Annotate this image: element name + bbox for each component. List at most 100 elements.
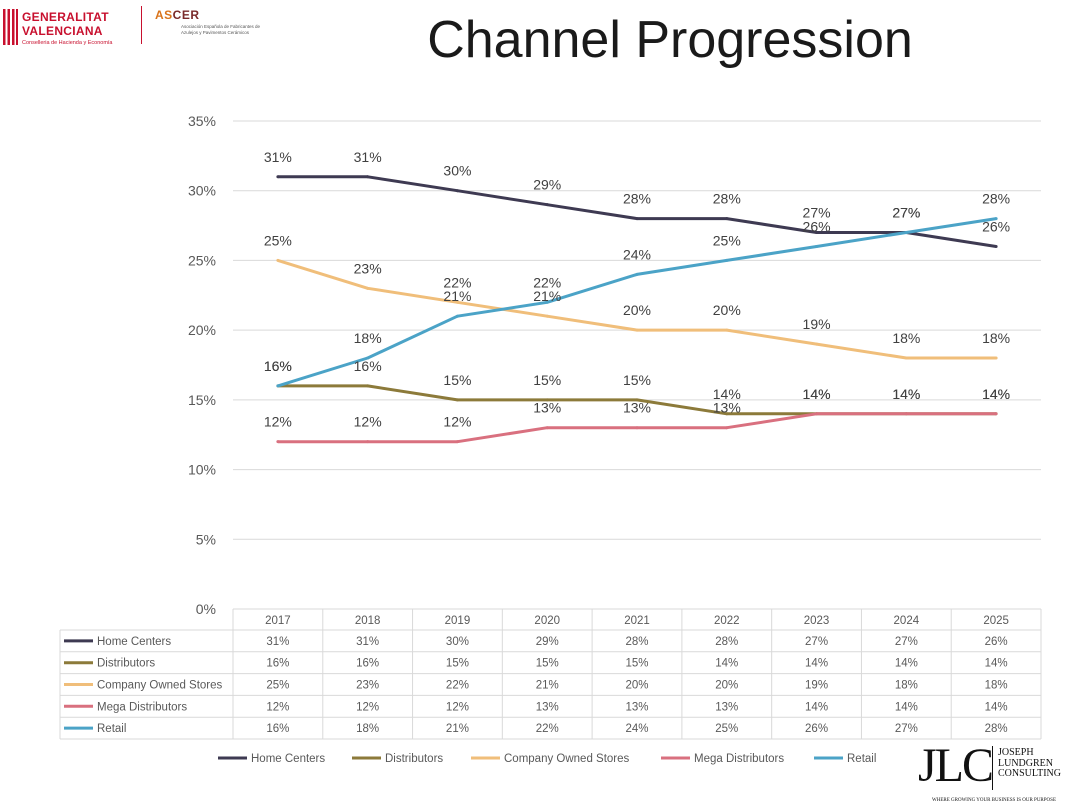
table-cell: 20%	[625, 680, 648, 692]
data-point	[725, 412, 729, 416]
gva-name-line1: GENERALITAT	[22, 10, 109, 24]
table-cell: 13%	[536, 701, 559, 713]
crest-icon	[2, 8, 18, 46]
table-cell: 31%	[356, 636, 379, 648]
data-label: 13%	[623, 400, 651, 416]
table-cell: 26%	[805, 723, 828, 735]
table-cell: 28%	[625, 636, 648, 648]
data-label: 12%	[443, 414, 471, 430]
table-row-header: Home Centers	[97, 636, 171, 648]
data-label: 24%	[623, 246, 651, 262]
data-label: 18%	[354, 330, 382, 346]
data-point	[725, 328, 729, 332]
table-cell: 14%	[805, 701, 828, 713]
data-label: 14%	[982, 386, 1010, 402]
table-cell: 16%	[356, 658, 379, 670]
data-point	[545, 314, 549, 318]
data-label: 31%	[264, 149, 292, 165]
y-tick-label: 0%	[196, 601, 216, 617]
data-point	[455, 440, 459, 444]
data-point	[815, 412, 819, 416]
data-label: 15%	[443, 372, 471, 388]
data-label: 28%	[713, 191, 741, 207]
table-row-header: Company Owned Stores	[97, 680, 223, 692]
legend-label: Distributors	[385, 753, 443, 765]
jlc-logo: JLC JOSEPH LUNDGREN CONSULTING WHERE GRO…	[918, 742, 1078, 808]
data-point	[276, 258, 280, 262]
table-cell: 14%	[985, 658, 1008, 670]
data-label: 12%	[354, 414, 382, 430]
table-cell: 28%	[715, 636, 738, 648]
jlc-tagline: WHERE GROWING YOUR BUSINESS IS OUR PURPO…	[932, 798, 1056, 803]
data-point	[725, 217, 729, 221]
ascer-subtitle: Asociación Española de Fabricantes de Az…	[181, 24, 261, 35]
jlc-name-line2: LUNDGREN	[998, 757, 1053, 769]
table-cell: 23%	[356, 680, 379, 692]
data-label: 25%	[264, 232, 292, 248]
data-label: 20%	[713, 302, 741, 318]
table-cell: 14%	[985, 701, 1008, 713]
data-point	[366, 384, 370, 388]
data-point	[725, 258, 729, 262]
table-cell: 13%	[715, 701, 738, 713]
x-category-label: 2018	[355, 615, 381, 627]
data-point	[455, 398, 459, 402]
data-point	[994, 356, 998, 360]
data-point	[455, 300, 459, 304]
data-point	[904, 412, 908, 416]
x-category-label: 2025	[983, 615, 1009, 627]
data-label: 13%	[533, 400, 561, 416]
data-point	[904, 231, 908, 235]
data-point	[545, 398, 549, 402]
ascer-wordmark: ASCER	[155, 8, 265, 22]
table-cell: 15%	[536, 658, 559, 670]
data-point	[635, 426, 639, 430]
jlc-company-name: JOSEPH LUNDGREN CONSULTING	[998, 747, 1061, 780]
x-category-label: 2019	[445, 615, 471, 627]
table-cell: 15%	[625, 658, 648, 670]
data-point	[276, 175, 280, 179]
data-point	[815, 342, 819, 346]
data-label: 28%	[623, 191, 651, 207]
x-category-label: 2022	[714, 615, 740, 627]
y-tick-label: 25%	[188, 252, 216, 268]
y-tick-label: 5%	[196, 531, 216, 547]
table-cell: 22%	[446, 680, 469, 692]
page-title: Channel Progression	[427, 11, 913, 69]
table-cell: 24%	[625, 723, 648, 735]
jlc-divider	[992, 746, 993, 790]
data-point	[635, 217, 639, 221]
data-point	[545, 300, 549, 304]
table-cell: 13%	[625, 701, 648, 713]
data-label: 16%	[264, 358, 292, 374]
data-label: 21%	[533, 288, 561, 304]
data-point	[815, 244, 819, 248]
data-point	[635, 328, 639, 332]
jlc-name-line1: JOSEPH	[998, 747, 1034, 758]
ascer-logo: ASCER Asociación Española de Fabricantes…	[155, 8, 265, 48]
data-point	[366, 440, 370, 444]
table-cell: 15%	[446, 658, 469, 670]
jlc-mark: JLC	[918, 739, 994, 792]
legend-label: Home Centers	[251, 753, 325, 765]
ascer-wordmark-cer: CER	[172, 8, 200, 22]
data-point	[545, 426, 549, 430]
table-cell: 28%	[985, 723, 1008, 735]
data-label: 30%	[443, 163, 471, 179]
data-point	[366, 286, 370, 290]
data-label: 15%	[623, 372, 651, 388]
table-cell: 12%	[266, 701, 289, 713]
data-point	[635, 398, 639, 402]
gva-name-line2: VALENCIANA	[22, 24, 103, 38]
data-label: 26%	[803, 218, 831, 234]
y-tick-label: 15%	[188, 392, 216, 408]
table-cell: 14%	[895, 658, 918, 670]
table-cell: 18%	[985, 680, 1008, 692]
table-cell: 30%	[446, 636, 469, 648]
y-tick-label: 35%	[188, 113, 216, 129]
data-label: 14%	[982, 386, 1010, 402]
y-tick-label: 10%	[188, 462, 216, 478]
table-cell: 18%	[356, 723, 379, 735]
data-label: 18%	[982, 330, 1010, 346]
